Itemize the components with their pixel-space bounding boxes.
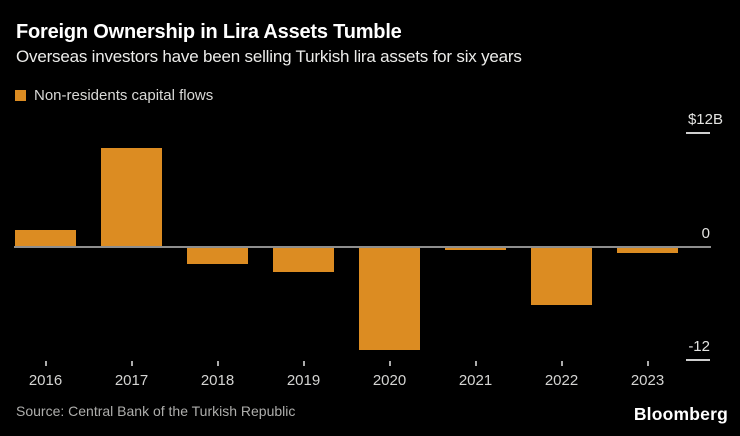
bar-2021 (445, 246, 506, 251)
x-axis-label-2018: 2018 (200, 372, 235, 389)
legend: Non-residents capital flows (15, 87, 213, 104)
bar-2017 (101, 147, 162, 247)
bar-2022 (531, 246, 592, 305)
x-axis-label-2019: 2019 (286, 372, 321, 389)
bar-2023 (617, 246, 678, 254)
x-axis-tick-2017 (130, 361, 133, 366)
bar-2018 (187, 246, 248, 265)
x-axis-tick-2022 (560, 361, 563, 366)
chart-subtitle: Overseas investors have been selling Tur… (16, 47, 522, 66)
bar-2020 (359, 246, 420, 351)
zero-baseline (14, 245, 711, 248)
source-note: Source: Central Bank of the Turkish Repu… (16, 403, 296, 419)
x-axis-tick-2020 (388, 361, 391, 366)
x-axis-label-2021: 2021 (458, 372, 493, 389)
x-axis-label-2020: 2020 (372, 372, 407, 389)
x-axis-tick-2023 (646, 361, 649, 366)
x-axis-label-2016: 2016 (28, 372, 63, 389)
x-axis-tick-2016 (44, 361, 47, 366)
x-axis-label-2022: 2022 (544, 372, 579, 389)
page-title: Foreign Ownership in Lira Assets Tumble (16, 21, 402, 43)
y-tick-line-12 (686, 132, 710, 135)
y-axis-label-12: $12B (687, 111, 723, 129)
x-axis-tick-2021 (474, 361, 477, 366)
x-axis-label-2023: 2023 (630, 372, 665, 389)
legend-swatch-icon (15, 90, 26, 101)
x-axis-tick-2019 (302, 361, 305, 366)
x-axis-label-2017: 2017 (114, 372, 149, 389)
y-axis-label--12: -12 (688, 337, 710, 355)
legend-label: Non-residents capital flows (34, 87, 214, 104)
y-tick-line--12 (686, 358, 710, 361)
bar-2019 (273, 246, 334, 272)
x-axis-tick-2018 (216, 361, 219, 366)
bloomberg-logo: Bloomberg (633, 404, 728, 424)
bar-2016 (15, 229, 76, 247)
y-axis-label-0: 0 (701, 224, 710, 242)
